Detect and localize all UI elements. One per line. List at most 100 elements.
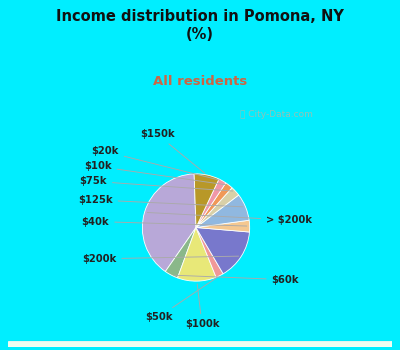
Text: $50k: $50k — [145, 277, 217, 322]
Bar — [8, 342, 392, 345]
Bar — [8, 343, 392, 345]
Bar — [8, 342, 392, 345]
Bar — [8, 342, 392, 344]
Text: $125k: $125k — [78, 195, 243, 207]
Bar — [8, 343, 392, 345]
Bar — [8, 343, 392, 345]
Bar — [8, 343, 392, 345]
Bar — [8, 343, 392, 345]
Wedge shape — [165, 228, 196, 278]
Bar — [8, 342, 392, 344]
Bar — [8, 343, 392, 345]
Bar — [8, 343, 392, 345]
Wedge shape — [196, 228, 223, 277]
Bar — [8, 342, 392, 344]
Bar — [8, 342, 392, 344]
Bar — [8, 343, 392, 345]
Bar — [8, 342, 392, 344]
Bar — [8, 343, 392, 346]
Bar — [8, 343, 392, 345]
Bar — [8, 342, 392, 344]
Bar — [8, 343, 392, 346]
Bar — [8, 342, 392, 344]
Bar — [8, 342, 392, 344]
Bar — [8, 342, 392, 344]
Bar — [8, 344, 392, 346]
Bar — [8, 344, 392, 346]
Text: $150k: $150k — [140, 130, 205, 173]
Bar — [8, 344, 392, 346]
Bar — [8, 344, 392, 346]
Bar — [8, 342, 392, 345]
Bar — [8, 344, 392, 346]
Bar — [8, 344, 392, 346]
Bar — [8, 343, 392, 346]
Bar — [8, 343, 392, 346]
Bar — [8, 344, 392, 346]
Wedge shape — [196, 220, 250, 232]
Bar — [8, 343, 392, 346]
Bar — [8, 343, 392, 345]
Wedge shape — [142, 174, 196, 272]
Bar — [8, 344, 392, 346]
Bar — [8, 343, 392, 345]
Bar — [8, 343, 392, 346]
Bar — [8, 344, 392, 346]
Bar — [8, 343, 392, 345]
Bar — [8, 343, 392, 346]
Bar — [8, 344, 392, 346]
Text: $40k: $40k — [82, 217, 247, 226]
Bar — [8, 343, 392, 345]
Bar — [8, 343, 392, 346]
Bar — [8, 343, 392, 345]
Bar — [8, 344, 392, 346]
Bar — [8, 342, 392, 344]
Bar — [8, 344, 392, 346]
Wedge shape — [196, 228, 250, 274]
Wedge shape — [196, 188, 239, 228]
Wedge shape — [196, 183, 232, 228]
Bar — [8, 342, 392, 345]
Text: > $200k: > $200k — [147, 212, 312, 225]
Bar — [8, 343, 392, 345]
Bar — [8, 343, 392, 345]
Bar — [8, 343, 392, 345]
Bar — [8, 342, 392, 344]
Bar — [8, 343, 392, 345]
Bar — [8, 343, 392, 346]
Bar — [8, 342, 392, 344]
Bar — [8, 342, 392, 344]
Text: $20k: $20k — [92, 147, 220, 180]
Bar — [8, 343, 392, 345]
Bar — [8, 343, 392, 346]
Bar — [8, 344, 392, 346]
Bar — [8, 344, 392, 346]
Bar — [8, 342, 392, 345]
Bar — [8, 342, 392, 344]
Bar — [8, 343, 392, 346]
Text: Income distribution in Pomona, NY
(%): Income distribution in Pomona, NY (%) — [56, 9, 344, 42]
Bar — [8, 342, 392, 344]
Bar — [8, 344, 392, 346]
Wedge shape — [196, 179, 226, 228]
Text: All residents: All residents — [153, 75, 247, 88]
Bar — [8, 342, 392, 345]
Bar — [8, 342, 392, 345]
Bar — [8, 344, 392, 346]
Bar — [8, 343, 392, 345]
Bar — [8, 342, 392, 345]
Bar — [8, 343, 392, 345]
Text: $75k: $75k — [80, 176, 233, 191]
Bar — [8, 344, 392, 346]
Text: $60k: $60k — [174, 275, 299, 285]
Text: $200k: $200k — [82, 254, 239, 264]
Bar — [8, 342, 392, 345]
Bar — [8, 343, 392, 345]
Bar — [8, 344, 392, 346]
Wedge shape — [196, 195, 249, 228]
Bar — [8, 343, 392, 345]
Bar — [8, 343, 392, 345]
Bar — [8, 344, 392, 346]
Bar — [8, 342, 392, 344]
Bar — [8, 343, 392, 345]
